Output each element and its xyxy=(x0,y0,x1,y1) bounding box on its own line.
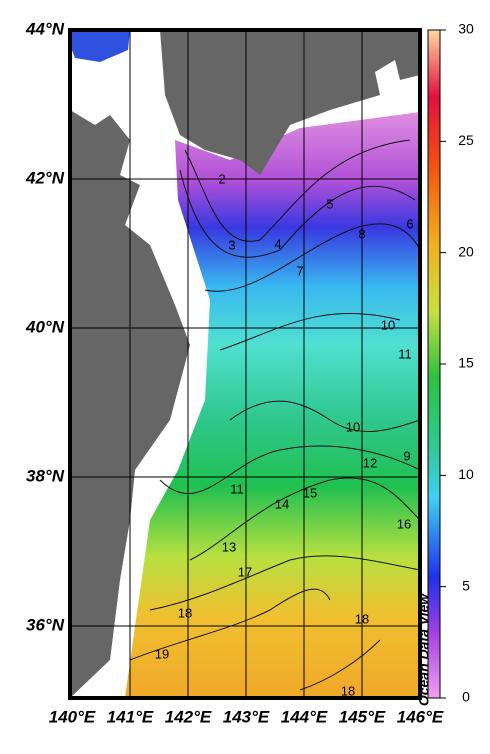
colorbar-label: 5 xyxy=(462,577,470,593)
ocean-field xyxy=(125,112,420,698)
contour-label: 18 xyxy=(355,611,369,626)
contour-label: 11 xyxy=(230,481,244,496)
colorbar-label: 0 xyxy=(462,689,470,705)
lon-label: 143°E xyxy=(223,707,270,726)
lat-label: 38°N xyxy=(26,466,65,485)
contour-label: 18 xyxy=(178,605,192,620)
contour-label: 2 xyxy=(218,171,225,186)
lon-label: 145°E xyxy=(339,707,386,726)
lat-label: 36°N xyxy=(26,615,65,634)
colorbar-label: 20 xyxy=(458,243,474,259)
contour-label: 14 xyxy=(275,496,289,511)
contour-label: 10 xyxy=(346,419,360,434)
land-hokkaido xyxy=(160,30,420,175)
lat-label: 40°N xyxy=(25,317,65,336)
contour-label: 9 xyxy=(403,448,410,463)
contour-label: 10 xyxy=(381,317,395,332)
lon-label: 142°E xyxy=(165,707,212,726)
contour-label: 7 xyxy=(296,263,303,278)
contour-label: 11 xyxy=(398,346,412,361)
map-frame xyxy=(68,28,422,700)
contour-label: 13 xyxy=(222,539,236,554)
colorbar-label: 10 xyxy=(458,466,474,482)
contour-label: 15 xyxy=(303,485,317,500)
graticule xyxy=(70,30,420,698)
colorbar-label: 30 xyxy=(458,21,474,37)
lon-label: 140°E xyxy=(49,707,96,726)
contour-label: 16 xyxy=(397,516,411,531)
colorbar-label: 15 xyxy=(458,355,474,371)
contour-label: 17 xyxy=(238,564,252,579)
contours xyxy=(129,139,421,691)
contour-label: 5 xyxy=(326,196,333,211)
contour-label: 4 xyxy=(274,236,281,251)
ocean-patch xyxy=(70,30,130,62)
lon-label: 144°E xyxy=(281,707,328,726)
lat-label: 44°N xyxy=(25,19,65,38)
contour-label: 18 xyxy=(341,683,355,698)
contour-label: 3 xyxy=(228,237,235,252)
lon-label: 146°E xyxy=(397,707,444,726)
contour-label: 12 xyxy=(363,455,377,470)
lon-label: 141°E xyxy=(107,707,154,726)
watermark: Ocean Data View xyxy=(416,593,432,706)
contour-label: 8 xyxy=(358,226,365,241)
contour-label: 6 xyxy=(406,216,413,231)
colorbar-label: 25 xyxy=(458,132,474,148)
contour-label: 19 xyxy=(155,646,169,661)
lat-label: 42°N xyxy=(25,168,65,187)
